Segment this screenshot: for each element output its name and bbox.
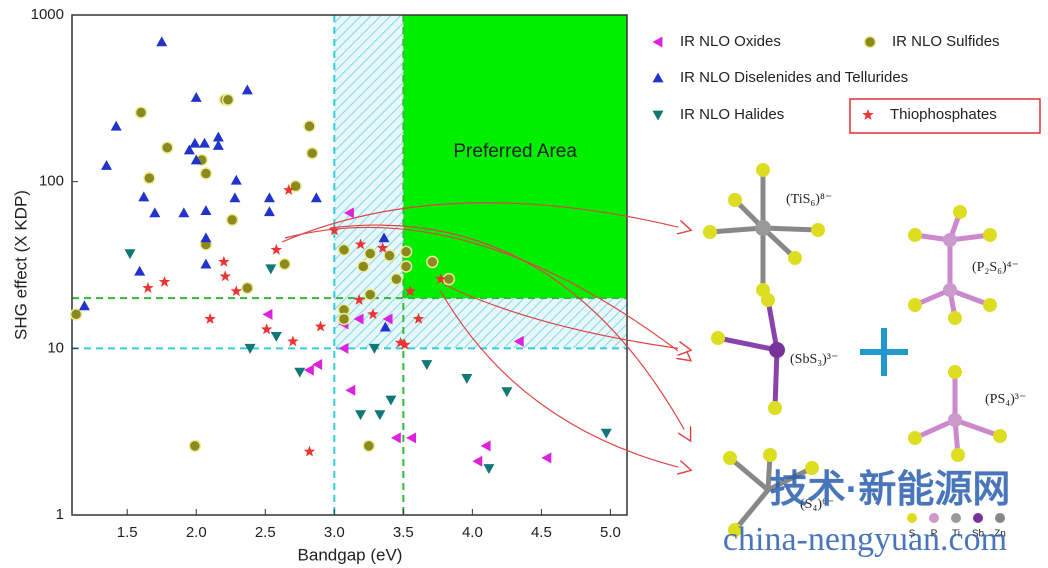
watermark: china-nengyuan.com: [723, 521, 1007, 558]
x-tick-label: 4.5: [531, 524, 552, 541]
marker: [865, 37, 876, 48]
marker: [338, 313, 349, 324]
marker: [365, 248, 376, 259]
marker: [363, 440, 374, 451]
marker: [443, 274, 454, 285]
x-tick-label: 5.0: [600, 524, 621, 541]
marker: [279, 259, 290, 270]
y-axis-label: SHG effect (X KDP): [11, 190, 30, 340]
marker: [653, 111, 664, 121]
marker: [71, 309, 82, 320]
marker: [391, 274, 402, 285]
legend-label: IR NLO Sulfides: [892, 33, 1000, 50]
legend-label: IR NLO Diselenides and Tellurides: [680, 69, 908, 86]
y-tick-label: 1: [56, 506, 64, 523]
x-tick-label: 3.5: [393, 524, 414, 541]
marker: [358, 261, 369, 272]
marker: [304, 121, 315, 132]
structure-label: (SbS₃)³⁻: [790, 352, 838, 367]
x-axis-label: Bandgap (eV): [298, 545, 403, 564]
structure-label: (PS₄)³⁻: [985, 392, 1026, 407]
marker: [365, 289, 376, 300]
legend-label: IR NLO Halides: [680, 106, 784, 123]
marker: [227, 214, 238, 225]
marker: [338, 244, 349, 255]
plot-area: Preferred Area 1.5 2.0 2.5 3.0 3.5 4.0 4.5 5.0 1 1…: [31, 6, 627, 541]
legend-label: IR NLO Oxides: [680, 33, 781, 50]
marker: [223, 94, 234, 105]
marker: [653, 73, 664, 83]
marker: [189, 440, 200, 451]
marker: [653, 37, 663, 48]
marker: [136, 107, 147, 118]
marker: [862, 109, 874, 120]
molecule-sbs3: [711, 293, 785, 415]
plus-sign: [860, 328, 908, 376]
figure: Preferred Area 1.5 2.0 2.5 3.0 3.5 4.0 4.5 5.0 1 1…: [0, 0, 1048, 568]
marker: [427, 256, 438, 267]
x-tick-label: 2.0: [186, 524, 207, 541]
annotation: Preferred Area: [453, 141, 577, 162]
molecule-tis6: [703, 163, 825, 297]
marker: [307, 148, 318, 159]
x-tick-label: 4.0: [462, 524, 483, 541]
x-tick-label: 1.5: [117, 524, 138, 541]
y-tick-label: 1000: [31, 6, 64, 23]
y-tick-label: 10: [47, 339, 64, 356]
marker: [162, 142, 173, 153]
structure-label: (P₂S₆)⁴⁻: [972, 260, 1019, 275]
watermark: 技术·新能源网: [770, 469, 1011, 511]
x-tick-label: 3.0: [324, 524, 345, 541]
marker: [242, 283, 253, 294]
legend: IR NLO Oxides IR NLO Sulfides IR NLO Disel…: [653, 33, 1041, 133]
marker: [144, 173, 155, 184]
marker: [401, 261, 412, 272]
legend-label: Thiophosphates: [890, 106, 997, 123]
y-tick-label: 100: [39, 173, 64, 190]
marker: [401, 246, 412, 257]
molecule-ps4: [908, 365, 1007, 462]
x-tick-label: 2.5: [255, 524, 276, 541]
structure-label: (TiS₆)⁸⁻: [786, 192, 832, 207]
marker: [200, 168, 211, 179]
